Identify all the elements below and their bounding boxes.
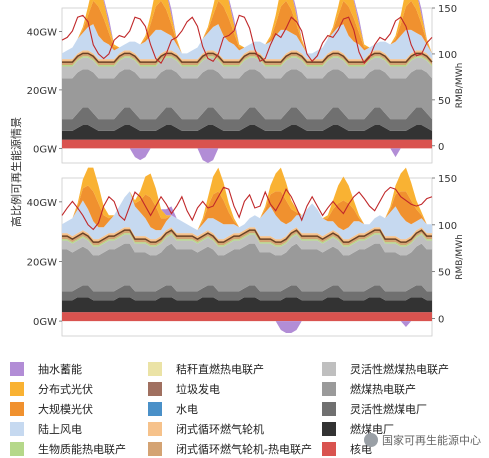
legend-item: 水电 — [148, 400, 198, 418]
legend-item: 生物质能热电联产 — [10, 440, 126, 458]
area-flex_coal_plant — [62, 285, 432, 301]
area-base — [62, 139, 432, 149]
area-coal_chp — [62, 243, 432, 292]
legend-item: 燃煤热电联产 — [322, 380, 416, 398]
legend-label: 灵活性燃煤热电联产 — [350, 363, 449, 376]
area-utility_pv — [62, 0, 432, 54]
legend-label: 抽水蓄能 — [38, 363, 82, 376]
area-flex_coal_chp — [62, 234, 432, 256]
area-ccgt — [62, 227, 432, 243]
y-right-tick-label: 0 — [438, 314, 444, 325]
area-coal_plant — [62, 297, 432, 313]
legend-item: 闭式循环燃气轮机 — [148, 420, 264, 438]
legend-label: 水电 — [176, 403, 198, 416]
legend-swatch — [148, 362, 162, 376]
legend-item: 闭式循环燃气轮机-热电联产 — [148, 440, 312, 458]
y-right-tick-label: 50 — [438, 96, 451, 107]
panel-bottom: 0GW 20GW 40GW 0 50 100 150 RMB/MWh — [27, 167, 465, 337]
y-left-tick-label: 0GW — [33, 144, 57, 155]
legend-label: 大规模光伏 — [38, 403, 93, 416]
area-flex_coal_chp — [62, 57, 432, 79]
y-right-tick-label: 0 — [438, 142, 444, 153]
watermark-text: 国家可再生能源中心 — [382, 434, 481, 447]
area-onshore_wind — [62, 24, 432, 60]
watermark: 国家可再生能源中心 — [364, 432, 481, 448]
legend-item: 分布式光伏 — [10, 380, 93, 398]
y-left-tick-label: 40GW — [27, 198, 57, 209]
y-right-axis-label: RMB/MWh — [455, 63, 465, 109]
legend-label: 核电 — [350, 443, 372, 456]
area-flex_coal_plant — [62, 107, 432, 131]
panel-top: 0GW 20GW 40GW 0 50 100 150 RMB/MWh — [27, 0, 465, 164]
area-onshore_wind — [62, 191, 432, 240]
legend-label: 分布式光伏 — [38, 383, 93, 396]
legend-item: 大规模光伏 — [10, 400, 93, 418]
y-left-tick-label: 20GW — [27, 257, 57, 268]
y-right-axis-label: RMB/MWh — [455, 234, 465, 280]
legend-swatch — [10, 442, 24, 456]
wechat-logo-icon — [364, 433, 378, 447]
area-utility_pv — [62, 185, 432, 231]
legend-swatch — [10, 422, 24, 436]
legend-item: 核电 — [322, 440, 372, 458]
legend-swatch — [148, 402, 162, 416]
side-label: 高比例可再生能源情景 — [9, 117, 23, 227]
area-ccgt_chp — [62, 230, 432, 246]
figure: 高比例可再生能源情景 0GW20GW40GW050100150RMB/MWh0GW… — [9, 0, 465, 337]
legend: 抽水蓄能 秸秆直燃热电联产 灵活性燃煤热电联产分布式光伏 垃圾发电 燃煤热电联产大规模光… — [0, 352, 489, 458]
legend-swatch — [322, 362, 336, 376]
area-base — [62, 312, 432, 322]
legend-item: 陆上风电 — [10, 420, 82, 438]
legend-swatch — [322, 382, 336, 396]
area-biomass_chp — [62, 233, 432, 247]
area-biomass_chp — [62, 56, 432, 67]
area-coal_plant — [62, 124, 432, 140]
legend-swatch — [148, 442, 162, 456]
legend-label: 闭式循环燃气轮机 — [176, 423, 264, 436]
area-distributed_pv — [62, 167, 432, 231]
price-line — [61, 14, 433, 65]
legend-label: 灵活性燃煤电厂 — [350, 403, 427, 416]
legend-label: 垃圾发电 — [176, 383, 220, 396]
legend-swatch — [322, 402, 336, 416]
legend-swatch — [322, 422, 336, 436]
y-left-tick-label: 40GW — [27, 27, 57, 38]
legend-swatch — [10, 402, 24, 416]
y-right-tick-label: 150 — [438, 174, 457, 185]
legend-item: 灵活性燃煤热电联产 — [322, 360, 449, 378]
legend-swatch — [10, 362, 24, 376]
y-left-tick-label: 20GW — [27, 86, 57, 97]
y-right-tick-label: 150 — [438, 4, 457, 15]
price-line — [61, 186, 433, 231]
legend-label: 闭式循环燃气轮机-热电联产 — [176, 443, 312, 456]
y-right-tick-label: 50 — [438, 268, 451, 279]
ccgt-chp-edge-line — [62, 229, 432, 243]
legend-label: 秸秆直燃热电联产 — [176, 363, 264, 376]
legend-swatch — [148, 422, 162, 436]
area-negative-pumped_storage — [62, 148, 432, 163]
legend-item: 抽水蓄能 — [10, 360, 82, 378]
legend-label: 燃煤电厂 — [350, 423, 394, 436]
legend-swatch — [322, 442, 336, 456]
y-left-tick-label: 0GW — [33, 317, 57, 328]
legend-item: 秸秆直燃热电联产 — [148, 360, 264, 378]
legend-item: 燃煤电厂 — [322, 420, 394, 438]
legend-label: 陆上风电 — [38, 423, 82, 436]
legend-swatch — [10, 382, 24, 396]
y-right-tick-label: 100 — [438, 221, 457, 232]
area-coal_chp — [62, 69, 432, 120]
legend-label: 生物质能热电联产 — [38, 443, 126, 456]
legend-swatch — [148, 382, 162, 396]
legend-item: 垃圾发电 — [148, 380, 220, 398]
y-right-tick-label: 100 — [438, 50, 457, 61]
legend-item: 灵活性燃煤电厂 — [322, 400, 427, 418]
legend-label: 燃煤热电联产 — [350, 383, 416, 396]
area-distributed_pv — [62, 0, 432, 54]
